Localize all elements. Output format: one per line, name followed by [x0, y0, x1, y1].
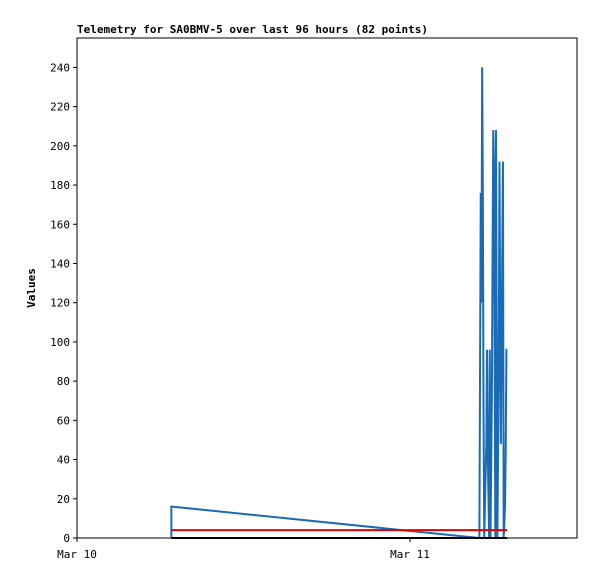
series-line-0: [170, 67, 508, 540]
chart-title: Telemetry for SA0BMV-5 over last 96 hour…: [77, 23, 428, 36]
y-tick-label: 80: [57, 375, 70, 388]
series-group: [170, 67, 508, 540]
y-tick-label: 120: [50, 297, 70, 310]
y-axis-label: Values: [25, 268, 38, 308]
y-tick-label: 40: [57, 454, 70, 467]
y-tick-label: 20: [57, 493, 70, 506]
y-tick-label: 0: [63, 532, 70, 545]
y-tick-label: 240: [50, 61, 70, 74]
y-tick-label: 180: [50, 179, 70, 192]
x-tick-label: Mar 10: [57, 548, 97, 561]
y-tick-label: 100: [50, 336, 70, 349]
x-tick-label: Mar 11: [390, 548, 430, 561]
axis-group: 0 20 40 60 80 100 120 140 160 180 200 220 240 Mar 10 M…: [50, 61, 430, 561]
y-tick-label: 160: [50, 218, 70, 231]
y-tick-label: 140: [50, 257, 70, 270]
y-tick-label: 60: [57, 414, 70, 427]
y-tick-label: 200: [50, 140, 70, 153]
y-tick-label: 220: [50, 101, 70, 114]
